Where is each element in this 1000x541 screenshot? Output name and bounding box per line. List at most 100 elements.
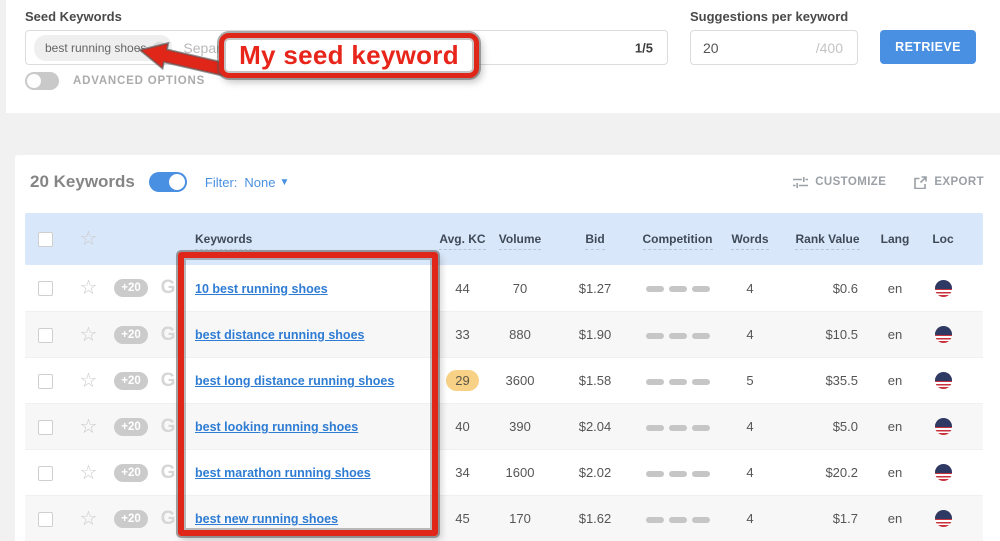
star-icon[interactable]: ☆ [79,507,98,530]
table-body: ☆ +20 G 10 best running shoes 44 70 $1.2… [25,265,983,541]
seed-keywords-panel: Seed Keywords best running shoes x Separ… [6,0,1000,113]
column-header-keywords[interactable]: Keywords [186,232,435,250]
avg-kc-value: 44 [455,280,470,296]
avg-kc-value: 34 [455,465,470,480]
table-row: ☆ +20 G 10 best running shoes 44 70 $1.2… [25,265,983,311]
keyword-link[interactable]: best distance running shoes [195,328,365,342]
us-flag-icon [934,510,952,528]
words-value: 4 [746,419,754,434]
results-panel: 20 Keywords Filter: None ▼ CUSTOMIZE EXP… [15,155,1000,541]
table-row: ☆ +20 G best new running shoes 45 170 $1… [25,495,983,541]
filter-label: Filter: [204,174,238,190]
star-icon[interactable]: ☆ [79,461,98,484]
results-toolbar: 20 Keywords Filter: None ▼ CUSTOMIZE EXP… [30,169,984,195]
bid-value: $1.90 [578,327,612,342]
chevron-down-icon[interactable]: ▼ [279,176,290,188]
avg-kc-value: 45 [455,511,470,526]
rank-value: $5.0 [832,419,858,434]
lang-value: en [887,465,903,480]
keyword-link[interactable]: best marathon running shoes [195,466,371,480]
star-icon[interactable]: ☆ [79,415,98,438]
row-checkbox[interactable] [37,419,53,435]
competition-bars-icon [645,470,710,477]
advanced-options-toggle[interactable] [25,72,59,90]
words-value: 4 [746,465,754,480]
toggle-knob [27,74,41,88]
customize-button[interactable]: CUSTOMIZE [793,176,886,189]
related-count-badge[interactable]: +20 [114,325,148,344]
google-icon[interactable]: G [160,415,176,437]
volume-value: 70 [512,280,528,296]
words-value: 4 [746,511,754,526]
google-icon[interactable]: G [160,323,176,345]
column-header-loc[interactable]: Loc [932,232,954,246]
seed-keywords-label: Seed Keywords [25,9,122,24]
remove-tag-icon[interactable]: x [153,41,167,54]
star-icon[interactable]: ☆ [79,369,98,392]
column-header-bid[interactable]: Bid [550,232,640,250]
bid-value: $1.27 [578,280,612,296]
volume-value: 3600 [505,373,535,388]
google-icon[interactable]: G [160,277,176,298]
bid-value: $2.04 [578,419,612,434]
star-icon[interactable]: ☆ [79,323,98,346]
google-icon[interactable]: G [160,369,176,391]
related-count-badge[interactable]: +20 [114,371,148,390]
related-count-badge[interactable]: +20 [114,279,148,297]
column-header-volume[interactable]: Volume [490,232,550,250]
row-checkbox[interactable] [37,373,53,389]
row-checkbox[interactable] [37,465,53,481]
lang-value: en [887,511,903,526]
us-flag-icon [934,464,952,482]
results-toggle[interactable] [148,172,187,192]
column-header-avg-kc[interactable]: Avg. KC [435,232,490,250]
related-count-badge[interactable]: +20 [114,417,148,436]
keyword-link[interactable]: best long distance running shoes [195,374,395,388]
row-checkbox[interactable] [37,511,53,527]
filter-value-dropdown[interactable]: None [244,174,276,190]
advanced-options-label: ADVANCED OPTIONS [73,75,206,87]
customize-label: CUSTOMIZE [815,176,887,188]
google-icon[interactable]: G [160,461,176,483]
table-row: ☆ +20 G best distance running shoes 33 8… [25,311,983,357]
keyword-link[interactable]: best new running shoes [195,512,339,526]
keyword-link[interactable]: best looking running shoes [195,420,359,434]
keyword-count: 20 Keywords [30,172,135,191]
select-all-checkbox[interactable] [37,232,53,248]
google-icon[interactable]: G [160,507,176,529]
column-header-words[interactable]: Words [715,232,785,250]
rank-value: $10.5 [825,327,858,342]
competition-bars-icon [645,424,710,431]
row-checkbox[interactable] [37,281,53,297]
suggestions-max: /400 [815,39,843,56]
export-button[interactable]: EXPORT [914,175,984,189]
volume-value: 390 [509,419,531,434]
us-flag-icon [934,279,952,297]
retrieve-button[interactable]: RETRIEVE [880,30,976,64]
rank-value: $35.5 [825,373,858,388]
related-count-badge[interactable]: +20 [114,463,148,482]
column-header-competition[interactable]: Competition [640,232,715,250]
column-header-rank-value[interactable]: Rank Value [785,232,870,250]
keyword-link[interactable]: 10 best running shoes [195,281,328,296]
export-label: EXPORT [934,176,984,188]
related-count-badge[interactable]: +20 [114,509,148,528]
seed-keyword-tag-text: best running shoes [45,40,147,55]
avg-kc-value: 40 [455,419,470,434]
star-icon[interactable]: ☆ [79,277,98,299]
sliders-icon [793,176,809,188]
bid-value: $1.62 [578,511,612,526]
export-icon [914,175,928,189]
star-icon[interactable]: ☆ [79,228,98,250]
us-flag-icon [934,326,952,344]
seed-keyword-tag[interactable]: best running shoes x [34,34,173,61]
column-header-lang[interactable]: Lang [880,232,910,246]
table-row: ☆ +20 G best long distance running shoes… [25,357,983,403]
seed-count-indicator: 1/5 [634,40,653,55]
volume-value: 1600 [505,465,535,480]
suggestions-input[interactable]: 20 /400 [690,30,858,65]
competition-bars-icon [645,378,710,385]
volume-value: 880 [509,327,531,342]
row-checkbox[interactable] [37,327,53,343]
us-flag-icon [934,418,952,436]
